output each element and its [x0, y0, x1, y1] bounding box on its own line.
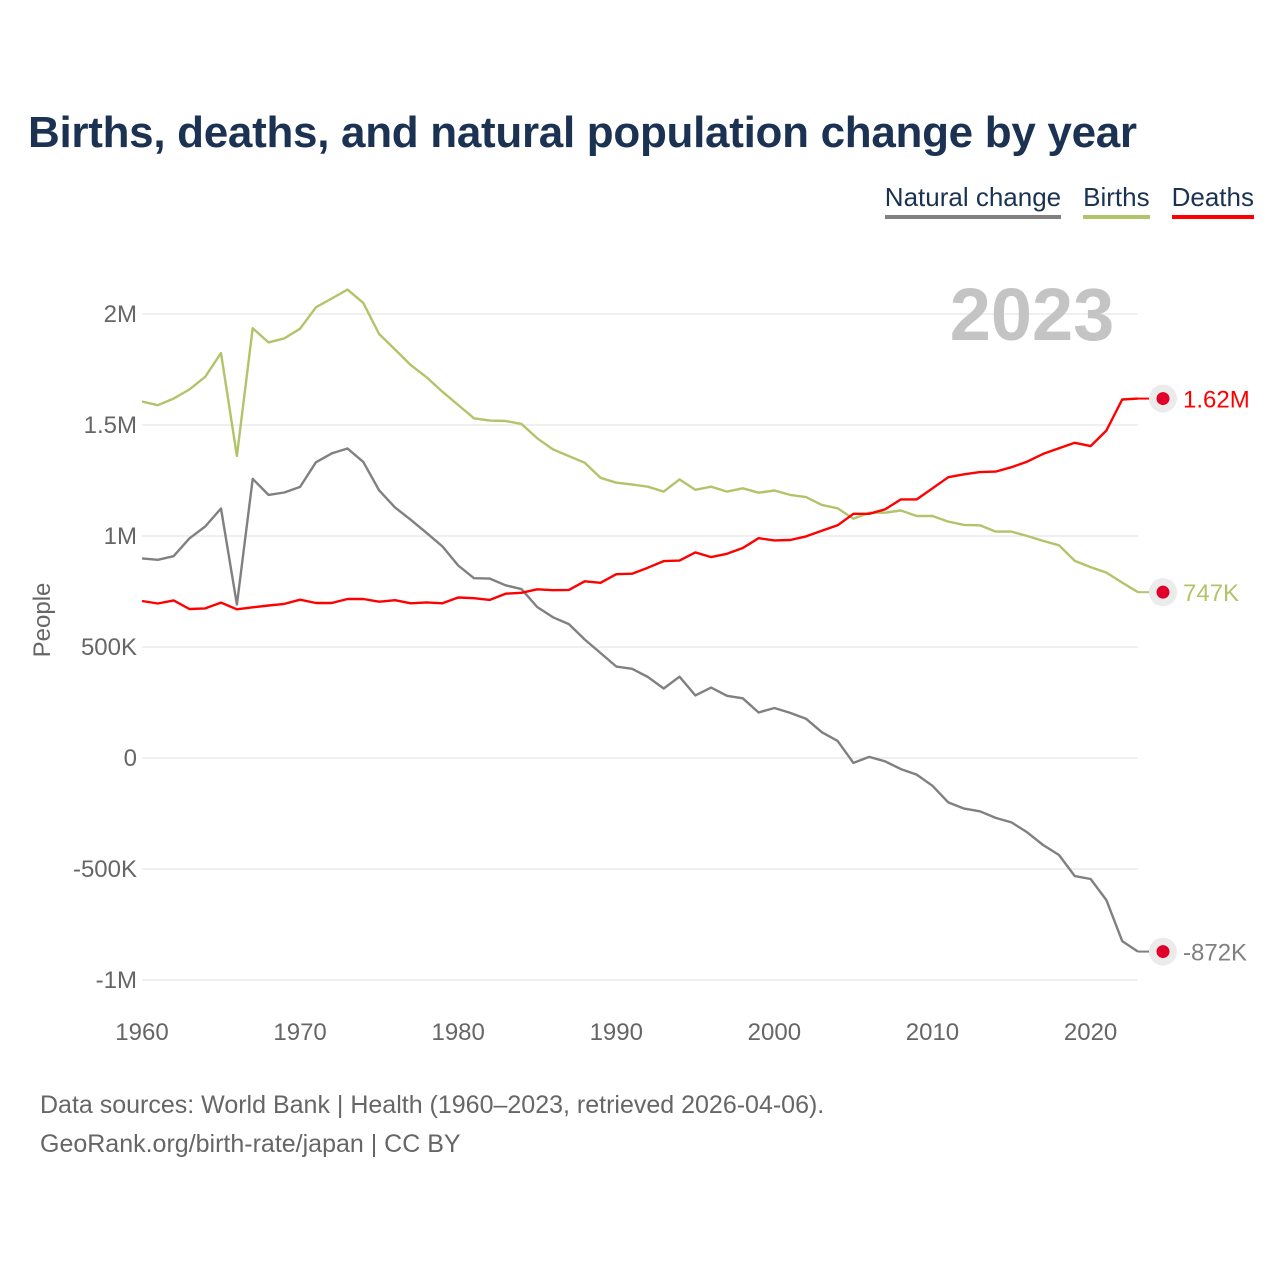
end-marker-dot — [1156, 945, 1170, 959]
year-watermark: 2023 — [950, 273, 1115, 356]
data-source-text: Data sources: World Bank | Health (1960–… — [40, 1091, 825, 1119]
series-line-natural-change — [141, 447, 1139, 953]
legend-natural-change[interactable]: Natural change — [884, 182, 1062, 219]
y-tick-label: 1M — [104, 523, 137, 550]
x-tick-label: 1990 — [590, 1019, 643, 1046]
y-tick-label: -500K — [73, 856, 137, 883]
footer: Data sources: World Bank | Health (1960–… — [40, 1086, 824, 1164]
end-value-label: 747K — [1183, 580, 1239, 607]
end-value-label: 1.62M — [1183, 387, 1250, 414]
x-tick-label: 2020 — [1064, 1019, 1117, 1046]
x-tick-label: 1970 — [273, 1019, 326, 1046]
end-marker-dot — [1156, 585, 1170, 599]
legend-deaths[interactable]: Deaths — [1171, 182, 1254, 219]
x-tick-label: 2000 — [748, 1019, 801, 1046]
chart-title: Births, deaths, and natural population c… — [28, 108, 1137, 157]
x-tick-label: 1980 — [431, 1019, 484, 1046]
series-line-births — [141, 288, 1139, 594]
series-line-deaths — [141, 397, 1139, 611]
attribution-link[interactable]: GeoRank.org/birth-rate/japan | CC BY — [40, 1130, 461, 1158]
x-tick-label: 2010 — [906, 1019, 959, 1046]
y-tick-label: 500K — [81, 634, 137, 661]
y-tick-label: -1M — [96, 967, 137, 994]
y-axis-label: People — [29, 583, 56, 658]
legend: Natural change Births Deaths — [884, 182, 1254, 219]
y-tick-label: 0 — [124, 745, 137, 772]
y-tick-label: 2M — [104, 301, 137, 328]
legend-births[interactable]: Births — [1083, 182, 1150, 219]
end-value-label: -872K — [1183, 940, 1247, 967]
x-tick-label: 1960 — [115, 1019, 168, 1046]
y-tick-label: 1.5M — [84, 412, 137, 439]
end-marker-dot — [1156, 392, 1170, 406]
